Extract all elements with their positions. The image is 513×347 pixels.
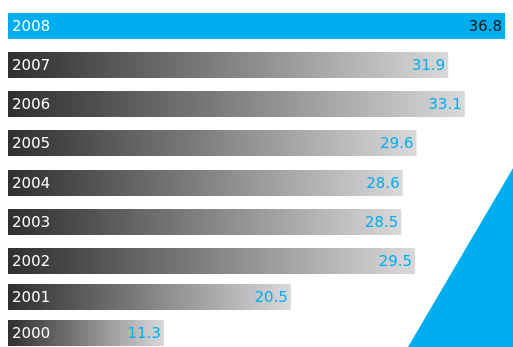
value-label-2004: 28.6 <box>366 174 399 192</box>
category-label-2002: 2002 <box>12 252 50 270</box>
bar-2000 <box>8 320 164 346</box>
bar-2008 <box>8 13 505 39</box>
value-label-2003: 28.5 <box>365 213 398 231</box>
value-label-2002: 29.5 <box>379 252 412 270</box>
category-label-2001: 2001 <box>12 288 50 306</box>
value-label-2000: 11.3 <box>128 324 161 342</box>
corner-triangle-decoration <box>408 168 513 347</box>
bar-2004 <box>8 170 403 196</box>
category-label-2005: 2005 <box>12 134 50 152</box>
category-label-2006: 2006 <box>12 95 50 113</box>
value-label-2008: 36.8 <box>469 17 502 35</box>
bar-2007 <box>8 52 449 78</box>
value-label-2006: 33.1 <box>428 95 461 113</box>
bar-2006 <box>8 91 465 117</box>
category-label-2000: 2000 <box>12 324 50 342</box>
bar-2003 <box>8 209 402 235</box>
value-label-2001: 20.5 <box>254 288 287 306</box>
category-label-2007: 2007 <box>12 56 50 74</box>
category-label-2004: 2004 <box>12 174 50 192</box>
value-label-2005: 29.6 <box>380 134 413 152</box>
bar-2005 <box>8 130 417 156</box>
bar-2002 <box>8 248 416 274</box>
value-label-2007: 31.9 <box>412 56 445 74</box>
category-label-2008: 2008 <box>12 17 50 35</box>
bar-2001 <box>8 284 291 310</box>
category-label-2003: 2003 <box>12 213 50 231</box>
